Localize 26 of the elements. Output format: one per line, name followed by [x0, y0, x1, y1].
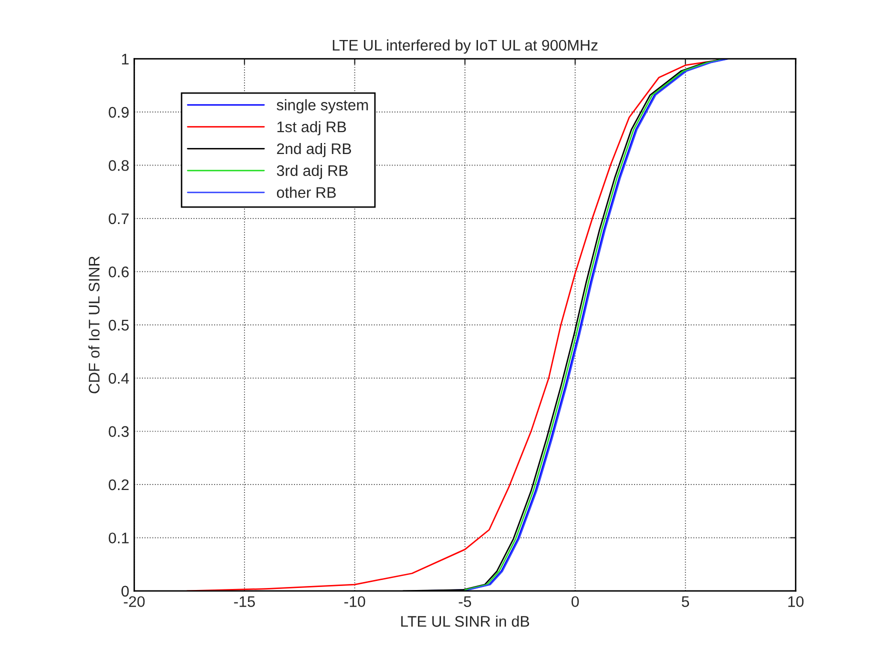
y-tick-label: 0.6 [108, 266, 129, 278]
y-tick-label: 0.3 [108, 426, 129, 437]
x-tick-label: 0 [572, 596, 579, 608]
legend-label: other RB [276, 186, 336, 198]
legend-label: single system [276, 99, 368, 114]
x-axis-title: LTE UL SINR in dB [401, 616, 530, 627]
x-tick-label: 10 [788, 596, 804, 608]
x-tick-label: 5 [682, 596, 690, 608]
x-tick-label: -5 [458, 596, 472, 608]
chart-title: LTE UL interfered by IoT UL at 900MHz [332, 39, 598, 54]
legend-label: 2nd adj RB [277, 142, 352, 158]
y-tick-label: 0 [121, 586, 129, 597]
y-axis-title: CDF of IoT UL SINR [88, 256, 100, 394]
legend-label: 1st adj RB [277, 121, 346, 136]
y-tick-label: 0.8 [108, 160, 129, 171]
y-tick-label: 0.2 [108, 479, 129, 490]
x-tick-label: -20 [124, 596, 145, 608]
legend-label: 3rd adj RB [276, 164, 348, 180]
y-tick-label: 0.9 [108, 106, 129, 118]
y-tick-label: 1 [122, 54, 129, 64]
y-tick-label: 0.7 [108, 213, 129, 224]
y-tick-label: 0.4 [108, 372, 129, 384]
x-tick-label: -10 [344, 596, 366, 608]
y-tick-label: 0.5 [108, 320, 129, 331]
y-tick-label: 0.1 [108, 532, 129, 544]
x-tick-label: -15 [234, 596, 255, 608]
